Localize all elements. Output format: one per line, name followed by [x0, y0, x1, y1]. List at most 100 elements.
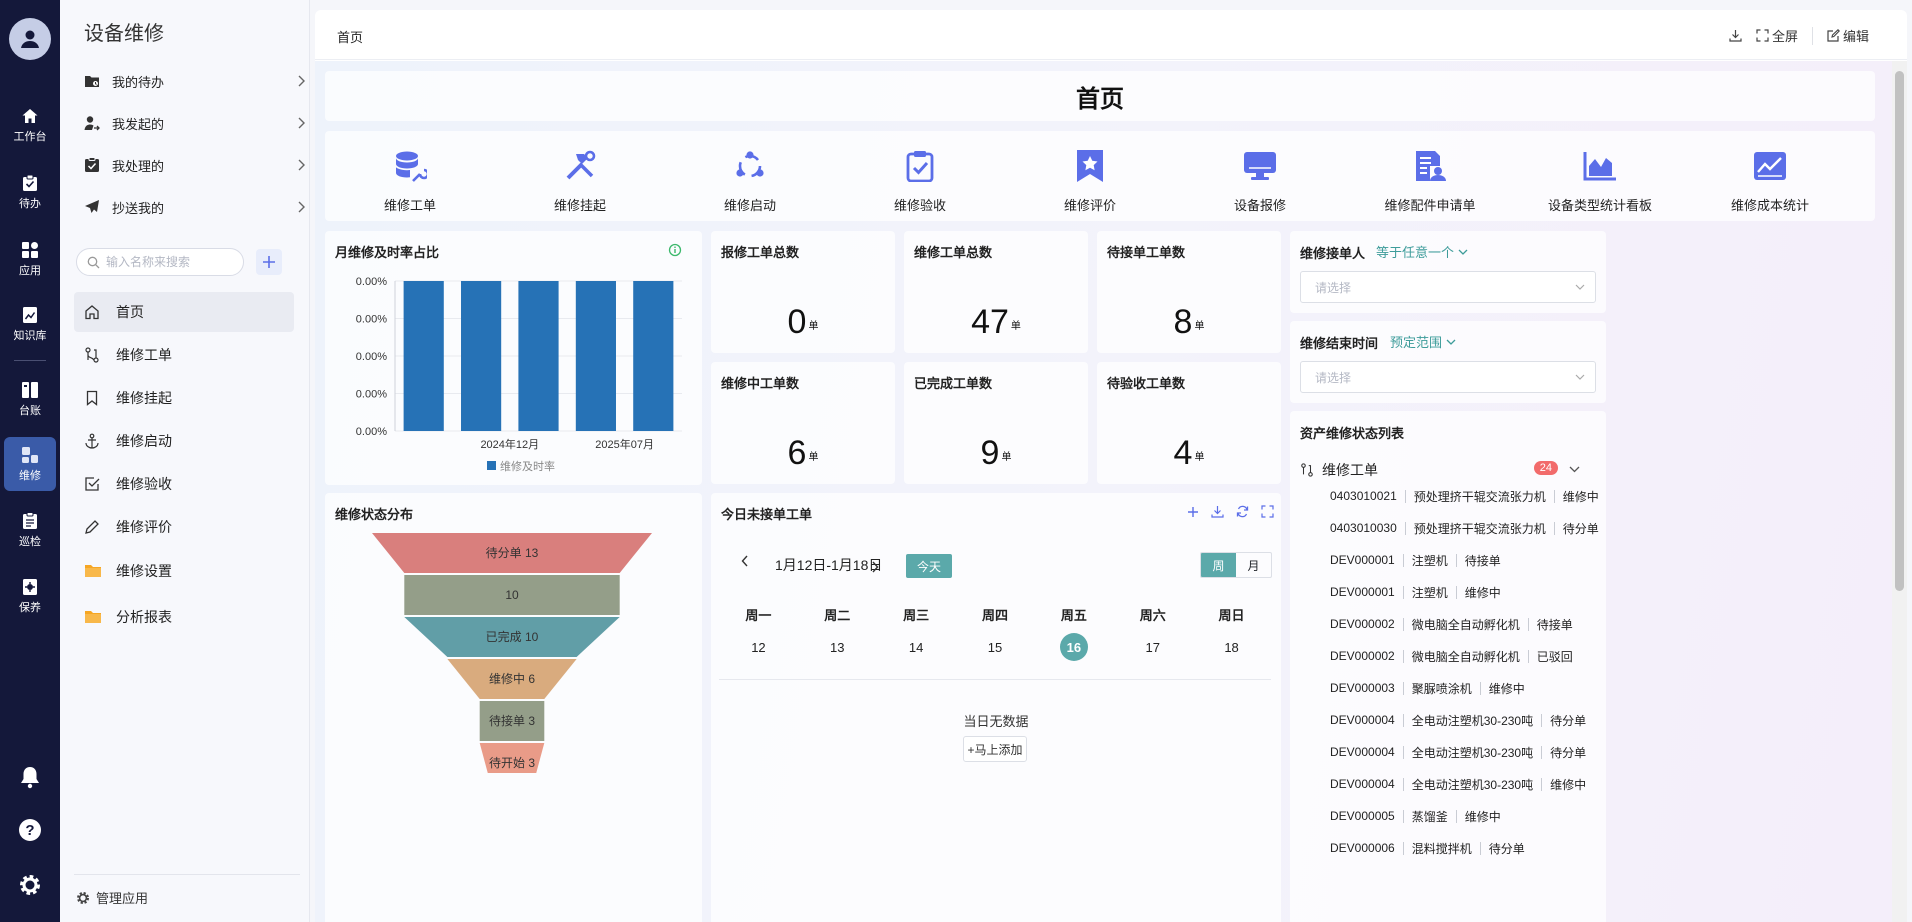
add-menu-button[interactable]	[256, 249, 282, 275]
day-cell-current[interactable]: 16	[1034, 633, 1113, 661]
nav-item-settings-folder[interactable]: 维修设置	[74, 551, 294, 591]
nav-item-start[interactable]: 维修启动	[74, 421, 294, 461]
prev-week-button[interactable]	[741, 555, 749, 567]
asset-group-header[interactable]: 维修工单 24	[1300, 457, 1590, 483]
nav-item-evaluate[interactable]: 维修评价	[74, 507, 294, 547]
sidebar-search[interactable]	[76, 248, 244, 276]
avatar[interactable]	[9, 18, 51, 60]
rail-item-maintain[interactable]: 保养	[0, 569, 60, 623]
stat-label: 待验收工单数	[1107, 376, 1186, 391]
plus-icon[interactable]	[1187, 506, 1199, 518]
list-item[interactable]: DEV000006 混料搅拌机 待分单	[1330, 835, 1525, 861]
asset-name: 全电动注塑机30-230吨	[1411, 777, 1534, 792]
rail-item-knowledge[interactable]: 知识库	[0, 297, 60, 351]
list-item[interactable]: 0403010030 预处理挤干辊交流张力机 待分单	[1330, 515, 1599, 541]
day-cell[interactable]: 15	[956, 633, 1035, 661]
rail-item-ledger[interactable]: 台账	[0, 372, 60, 426]
refresh-icon[interactable]	[1236, 505, 1249, 518]
funnel-segment[interactable]	[447, 659, 577, 699]
list-item[interactable]: DEV000002 微电脑全自动孵化机 待接单	[1330, 611, 1573, 637]
list-item[interactable]: DEV000005 蒸馏釜 维修中	[1330, 803, 1501, 829]
funnel-label: 待接单 3	[489, 713, 535, 728]
funnel-segment[interactable]	[404, 617, 620, 657]
funnel-segment[interactable]	[404, 575, 620, 615]
filter-operator-dropdown[interactable]: 等于任意一个	[1376, 242, 1468, 261]
shortcut-cost-stats[interactable]: 维修成本统计	[1685, 131, 1855, 221]
rail-item-todo[interactable]: 待办	[0, 165, 60, 219]
bar[interactable]	[403, 281, 444, 431]
day-cell[interactable]: 18	[1192, 633, 1271, 661]
chevron-right-icon[interactable]	[871, 561, 879, 573]
list-item[interactable]: DEV000004 全电动注塑机30-230吨 待分单	[1330, 739, 1586, 765]
view-month-button[interactable]: 月	[1247, 558, 1260, 573]
nav-item-workorder[interactable]: 维修工单	[74, 335, 294, 375]
shortcut-evaluate[interactable]: 维修评价	[1005, 131, 1175, 221]
shortcut-start[interactable]: 维修启动	[665, 131, 835, 221]
list-item[interactable]: DEV000003 聚脲喷涂机 维修中	[1330, 675, 1525, 701]
list-item[interactable]: DEV000004 全电动注塑机30-230吨 维修中	[1330, 771, 1586, 797]
asset-code: DEV000004	[1330, 777, 1395, 791]
quick-item-my-todo[interactable]: 我的待办	[84, 60, 306, 102]
add-now-button[interactable]: +马上添加	[963, 736, 1027, 762]
today-button[interactable]: 今天	[906, 554, 952, 578]
bar[interactable]	[633, 281, 674, 431]
edit-button[interactable]: 编辑	[1827, 26, 1869, 45]
rail-item-apps[interactable]: 应用	[0, 232, 60, 286]
quick-item-initiated[interactable]: 我发起的	[84, 102, 306, 144]
shortcut-suspend[interactable]: 维修挂起	[495, 131, 665, 221]
settings-button[interactable]	[0, 873, 60, 897]
quick-item-handled[interactable]: 我处理的	[84, 144, 306, 186]
funnel-segment[interactable]	[479, 743, 545, 773]
shortcut-accept[interactable]: 维修验收	[835, 131, 1005, 221]
main-scrollbar[interactable]	[1892, 61, 1907, 922]
shortcut-parts-request[interactable]: 维修配件申请单	[1345, 131, 1515, 221]
bar[interactable]	[518, 281, 559, 431]
shortcut-type-board[interactable]: 设备类型统计看板	[1515, 131, 1685, 221]
nav-item-reports-folder[interactable]: 分析报表	[74, 597, 294, 637]
day-cell[interactable]: 17	[1113, 633, 1192, 661]
day-cell[interactable]: 12	[719, 633, 798, 661]
fullscreen-icon[interactable]	[1261, 505, 1274, 518]
rail-item-workbench[interactable]: 工作台	[0, 98, 60, 152]
nav-item-suspend[interactable]: 维修挂起	[74, 378, 294, 418]
help-button[interactable]: ?	[0, 818, 60, 842]
info-icon[interactable]	[668, 243, 682, 257]
scrollbar-thumb[interactable]	[1895, 71, 1904, 591]
download-button[interactable]	[1729, 29, 1742, 42]
legend-label[interactable]: 维修及时率	[500, 459, 555, 473]
assignee-select[interactable]: 请选择	[1300, 271, 1596, 303]
search-input[interactable]	[106, 255, 236, 269]
manage-app-button[interactable]: 管理应用	[76, 888, 148, 907]
rail-item-repair[interactable]: 维修	[4, 437, 56, 491]
funnel-segment[interactable]	[372, 533, 652, 573]
list-item[interactable]: 0403010021 预处理挤干辊交流张力机 维修中	[1330, 483, 1599, 509]
view-week-button[interactable]: 周	[1201, 553, 1236, 577]
list-item[interactable]: DEV000002 微电脑全自动孵化机 已驳回	[1330, 643, 1573, 669]
day-cell[interactable]: 14	[877, 633, 956, 661]
list-item[interactable]: DEV000001 注塑机 待接单	[1330, 547, 1501, 573]
nav-item-home[interactable]: 首页	[74, 292, 294, 332]
bar[interactable]	[575, 281, 616, 431]
day-cell[interactable]: 13	[798, 633, 877, 661]
separator	[1402, 841, 1404, 855]
download-icon[interactable]	[1211, 505, 1224, 518]
list-item[interactable]: DEV000004 全电动注塑机30-230吨 待分单	[1330, 707, 1586, 733]
notification-button[interactable]	[0, 765, 60, 789]
chevron-down-icon[interactable]	[1569, 465, 1580, 474]
funnel-segment[interactable]	[479, 701, 545, 741]
shortcut-workorder[interactable]: 维修工单	[325, 131, 495, 221]
rail-item-inspect[interactable]: 巡检	[0, 503, 60, 557]
filter-operator-dropdown[interactable]: 预定范围	[1390, 332, 1456, 351]
bar[interactable]	[461, 281, 502, 431]
shortcut-report[interactable]: 设备报修	[1175, 131, 1345, 221]
fullscreen-button[interactable]: 全屏	[1756, 26, 1798, 45]
list-item[interactable]: DEV000001 注塑机 维修中	[1330, 579, 1501, 605]
todo-folder-icon	[84, 73, 104, 89]
quick-item-cc[interactable]: 抄送我的	[84, 186, 306, 228]
nav-item-accept[interactable]: 维修验收	[74, 464, 294, 504]
end-time-select[interactable]: 请选择	[1300, 361, 1596, 393]
